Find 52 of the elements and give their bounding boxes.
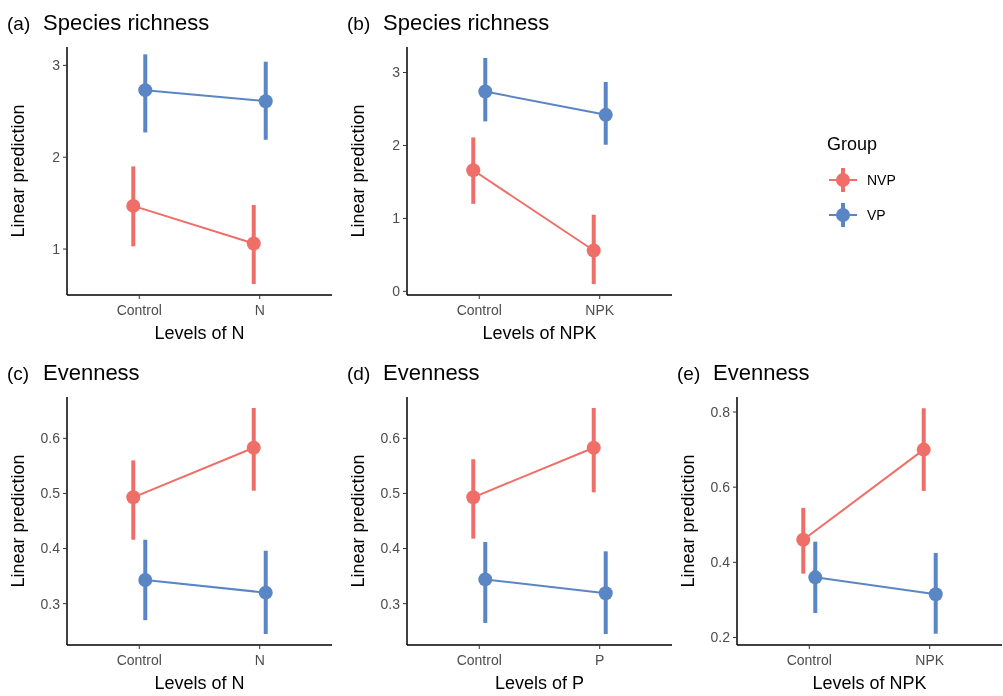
x-tick-label: N bbox=[254, 652, 265, 668]
chart-title: Species richness bbox=[43, 10, 210, 35]
x-tick-label: Control bbox=[456, 302, 502, 318]
y-tick-label: 0.4 bbox=[40, 540, 61, 557]
y-axis-title: Linear prediction bbox=[8, 454, 28, 588]
x-tick-label: NPK bbox=[915, 652, 945, 668]
y-tick-label: 0.4 bbox=[380, 540, 401, 557]
legend-title: Group bbox=[827, 134, 878, 154]
y-axis-title: Linear prediction bbox=[348, 104, 368, 238]
chart-title: Evenness bbox=[383, 360, 480, 385]
y-tick-label: 0.6 bbox=[40, 430, 61, 447]
text: (c) bbox=[7, 363, 30, 384]
y-tick-label: 0.5 bbox=[380, 485, 401, 502]
x-tick-label: P bbox=[595, 652, 605, 668]
y-axis-title: Linear prediction bbox=[8, 104, 28, 238]
y-tick-label: 1 bbox=[392, 210, 401, 227]
x-axis-title: Levels of NPK bbox=[812, 673, 927, 693]
x-tick-label: Control bbox=[116, 302, 162, 318]
y-axis-title: Linear prediction bbox=[678, 454, 698, 588]
x-tick-label: Control bbox=[786, 652, 832, 668]
y-tick-label: 3 bbox=[52, 57, 61, 74]
chart-title: Evenness bbox=[43, 360, 140, 385]
x-axis-title: Levels of P bbox=[494, 673, 585, 693]
chart-title: Evenness bbox=[713, 360, 810, 385]
x-tick-label: N bbox=[254, 302, 265, 318]
y-tick-label: 2 bbox=[392, 137, 401, 154]
chart-title: Species richness bbox=[383, 10, 550, 35]
x-tick-label: Control bbox=[456, 652, 502, 668]
text: (e) bbox=[677, 363, 701, 384]
y-tick-label: 0.4 bbox=[710, 554, 731, 571]
text: (a) bbox=[7, 13, 31, 34]
y-tick-label: 0.5 bbox=[40, 485, 61, 502]
x-axis-title: Levels of N bbox=[154, 323, 245, 343]
text: (d) bbox=[347, 363, 371, 384]
y-tick-label: 0.2 bbox=[710, 629, 731, 646]
y-tick-label: 0.3 bbox=[40, 595, 61, 612]
legend-label: NVP bbox=[867, 171, 896, 188]
y-tick-label: 0 bbox=[392, 283, 401, 300]
y-tick-label: 0.6 bbox=[380, 430, 401, 447]
text: (b) bbox=[347, 13, 371, 34]
x-tick-label: NPK bbox=[585, 302, 615, 318]
x-axis-title: Levels of N bbox=[154, 673, 245, 693]
y-tick-label: 3 bbox=[392, 64, 401, 81]
x-tick-label: Control bbox=[116, 652, 162, 668]
legend-label: VP bbox=[867, 206, 886, 223]
y-tick-label: 0.6 bbox=[710, 479, 731, 496]
y-tick-label: 1 bbox=[52, 240, 61, 257]
y-tick-label: 2 bbox=[52, 149, 61, 166]
x-axis-title: Levels of NPK bbox=[482, 323, 597, 343]
y-axis-title: Linear prediction bbox=[348, 454, 368, 588]
y-tick-label: 0.8 bbox=[710, 403, 731, 420]
y-tick-label: 0.3 bbox=[380, 595, 401, 612]
